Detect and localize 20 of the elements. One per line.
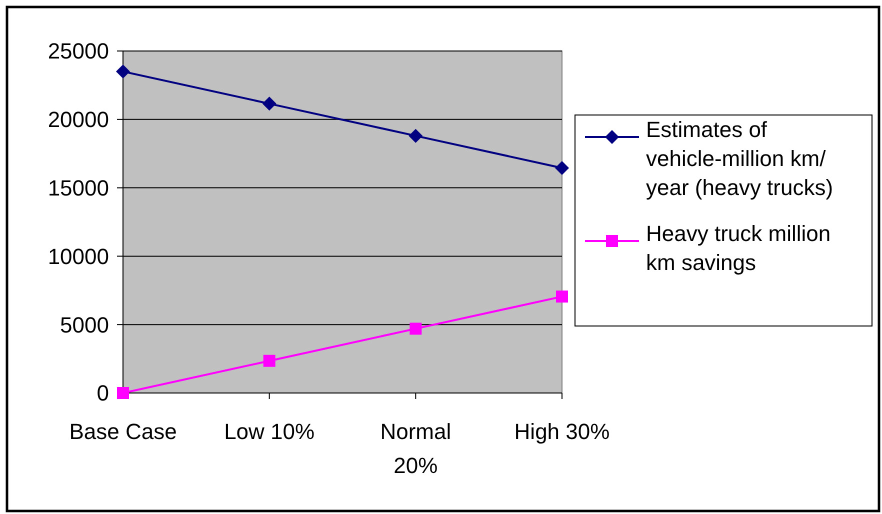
legend-label: Heavy truck million km savings [646,221,831,275]
point [263,354,276,367]
point [410,322,422,335]
x-tick-label: Normal 20% [380,419,452,478]
y-tick-label: 10000 [48,244,109,269]
x-tick-label: Base Case [69,419,177,444]
point [262,96,276,111]
y-tick-label: 25000 [48,38,109,64]
point [117,387,129,399]
point [116,64,130,79]
y-tick-label: 20000 [48,107,109,132]
x-tick-label: High 30% [514,419,610,444]
y-tick-label: 15000 [48,176,109,200]
y-tick-label: 5000 [60,312,109,338]
x-tick-label: Low 10% [224,419,315,444]
point [556,290,568,303]
legend-label: Estimates of vehicle-million km/ year (heavy trucks) [646,117,834,200]
y-tick-label: 0 [96,380,109,406]
point [555,160,569,175]
point [408,128,423,143]
